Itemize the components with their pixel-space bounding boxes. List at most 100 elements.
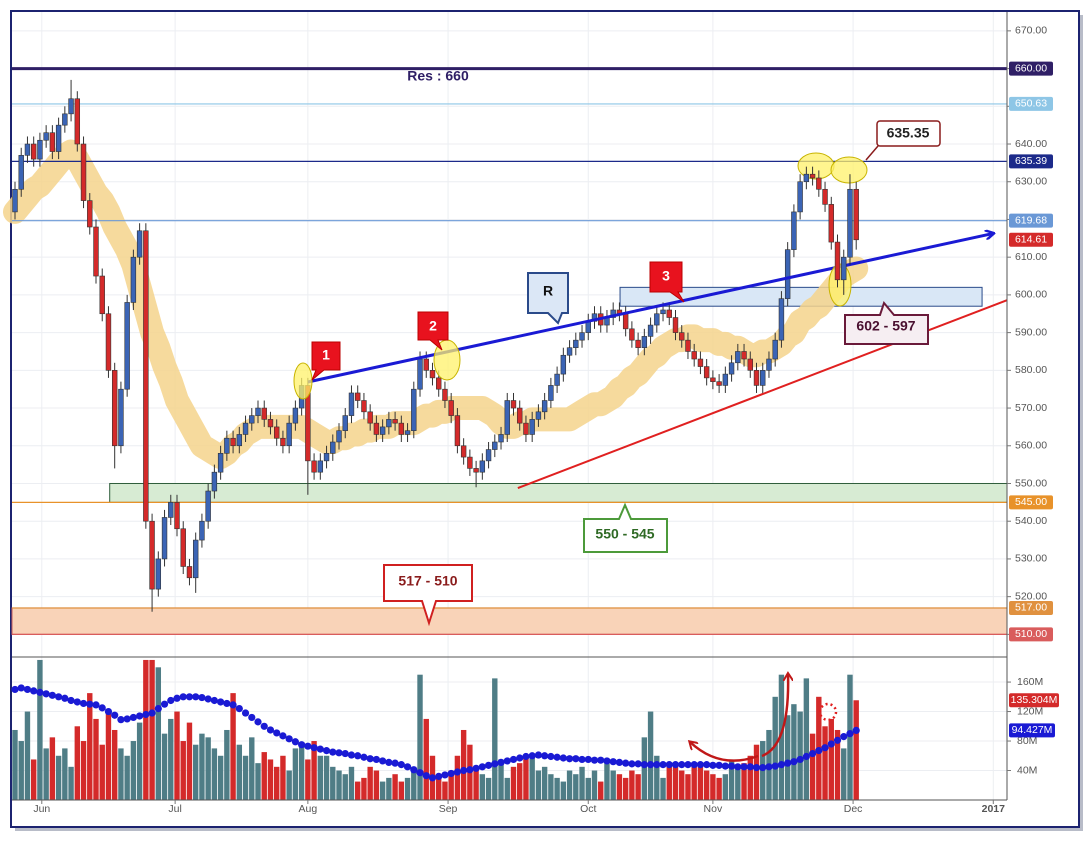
volume-ma-dot xyxy=(154,704,162,713)
candle-body xyxy=(379,426,386,435)
level-label-box xyxy=(1009,627,1053,642)
volume-ma-dot xyxy=(790,758,798,766)
volume-ma-dot xyxy=(746,763,754,771)
volume-bar xyxy=(336,770,342,800)
candle-body xyxy=(760,370,766,386)
volume-bar xyxy=(255,763,261,800)
volume-bar xyxy=(348,766,355,800)
volume-ma-dot xyxy=(597,756,605,764)
y-tick-label: 540.00 xyxy=(1015,515,1047,527)
callout-box xyxy=(844,300,929,345)
volume-ma-dot xyxy=(690,761,698,769)
candle-body xyxy=(735,351,741,364)
x-tick-label: Jun xyxy=(33,803,50,815)
volume-bar xyxy=(454,755,461,800)
candle-body xyxy=(168,502,174,518)
volume-bar xyxy=(666,766,672,800)
volume-ma-dot xyxy=(808,749,817,758)
volume-ma-dot xyxy=(696,761,705,769)
volume-bar xyxy=(211,748,218,800)
y-tick-label: 40M xyxy=(1017,764,1037,776)
volume-bar xyxy=(828,718,834,800)
volume-bar xyxy=(423,718,429,800)
candle-body xyxy=(186,566,193,579)
volume-ma-dot xyxy=(491,760,499,768)
volume-bar xyxy=(741,763,747,800)
candle-body xyxy=(660,309,666,315)
volume-bar xyxy=(55,755,62,800)
volume-bar xyxy=(261,752,267,800)
candle-body xyxy=(473,468,479,473)
volume-ma-dot xyxy=(565,755,574,763)
candle-body xyxy=(130,256,137,303)
volume-ma-dot xyxy=(48,691,56,699)
volume-ma-dot xyxy=(229,701,237,709)
candle-body xyxy=(93,226,99,277)
volume-bar xyxy=(479,774,486,800)
volume-ma-dot xyxy=(453,768,462,776)
candle-body xyxy=(386,419,392,428)
volume-ma-dot xyxy=(840,733,848,741)
volume-bar xyxy=(80,741,87,800)
y-tick-label: 610.00 xyxy=(1015,251,1047,263)
candle-body xyxy=(573,339,579,349)
candle-body xyxy=(105,313,112,371)
volume-bar xyxy=(49,737,56,800)
volume-bar xyxy=(105,711,112,800)
level-label-box xyxy=(1009,600,1053,615)
volume-ma-dot xyxy=(179,693,187,701)
volume-ma-dot xyxy=(528,752,536,760)
volume-bar xyxy=(161,733,168,800)
volume-bar xyxy=(111,729,118,800)
volume-ma-dot xyxy=(248,713,256,722)
last-volume-label: 135.304M xyxy=(1011,694,1058,706)
candle-body xyxy=(24,143,31,156)
candle-body xyxy=(666,309,672,318)
volume-bar xyxy=(149,659,155,800)
volume-bar xyxy=(753,744,760,800)
volume-ma-dot xyxy=(79,699,88,708)
volume-bar xyxy=(585,777,591,800)
y-tick-label: 120M xyxy=(1017,705,1043,717)
volume-ma-dot xyxy=(634,760,642,768)
callout-box xyxy=(649,261,685,303)
candle-body xyxy=(230,437,236,447)
volume-ma-dot xyxy=(547,752,555,761)
candle-body xyxy=(691,351,697,360)
volume-bar xyxy=(841,748,847,800)
candle-body xyxy=(280,437,286,447)
volume-bar xyxy=(386,777,392,800)
volume-bar xyxy=(404,777,411,800)
volume-bar xyxy=(18,741,24,800)
volume-bar xyxy=(504,777,510,800)
volume-ma-dot xyxy=(559,754,567,762)
volume-ma-dot xyxy=(777,761,786,769)
candle-body xyxy=(236,434,243,447)
volume-ma-dot xyxy=(615,758,624,767)
candle-body xyxy=(753,370,760,386)
volume-bar xyxy=(622,777,629,800)
level-label-box xyxy=(1009,495,1053,510)
callout-touch-1: 1 xyxy=(311,341,341,381)
volume-ma-dot xyxy=(671,761,680,769)
volume-ma-dot xyxy=(17,684,25,692)
volume-bar xyxy=(37,659,43,800)
volume-ma-dot xyxy=(67,696,75,705)
volume-bar xyxy=(136,722,143,800)
candle-body xyxy=(703,366,710,379)
candle-body xyxy=(816,177,822,190)
volume-ma-dot xyxy=(721,762,729,770)
volume-highlight xyxy=(818,702,838,722)
level-label-box xyxy=(1009,154,1053,169)
volume-bar xyxy=(797,711,803,800)
volume-bar xyxy=(735,766,741,800)
candle-body xyxy=(348,392,355,416)
volume-bar xyxy=(579,766,585,800)
callout-zone-upper: 602 - 597 xyxy=(844,300,929,345)
candle-body xyxy=(535,411,542,420)
volume-ma-dot xyxy=(298,741,306,749)
volume-bar xyxy=(323,755,330,800)
candle-body xyxy=(791,211,797,250)
volume-bar xyxy=(853,700,859,800)
callout-high: 635.35 xyxy=(865,120,941,161)
